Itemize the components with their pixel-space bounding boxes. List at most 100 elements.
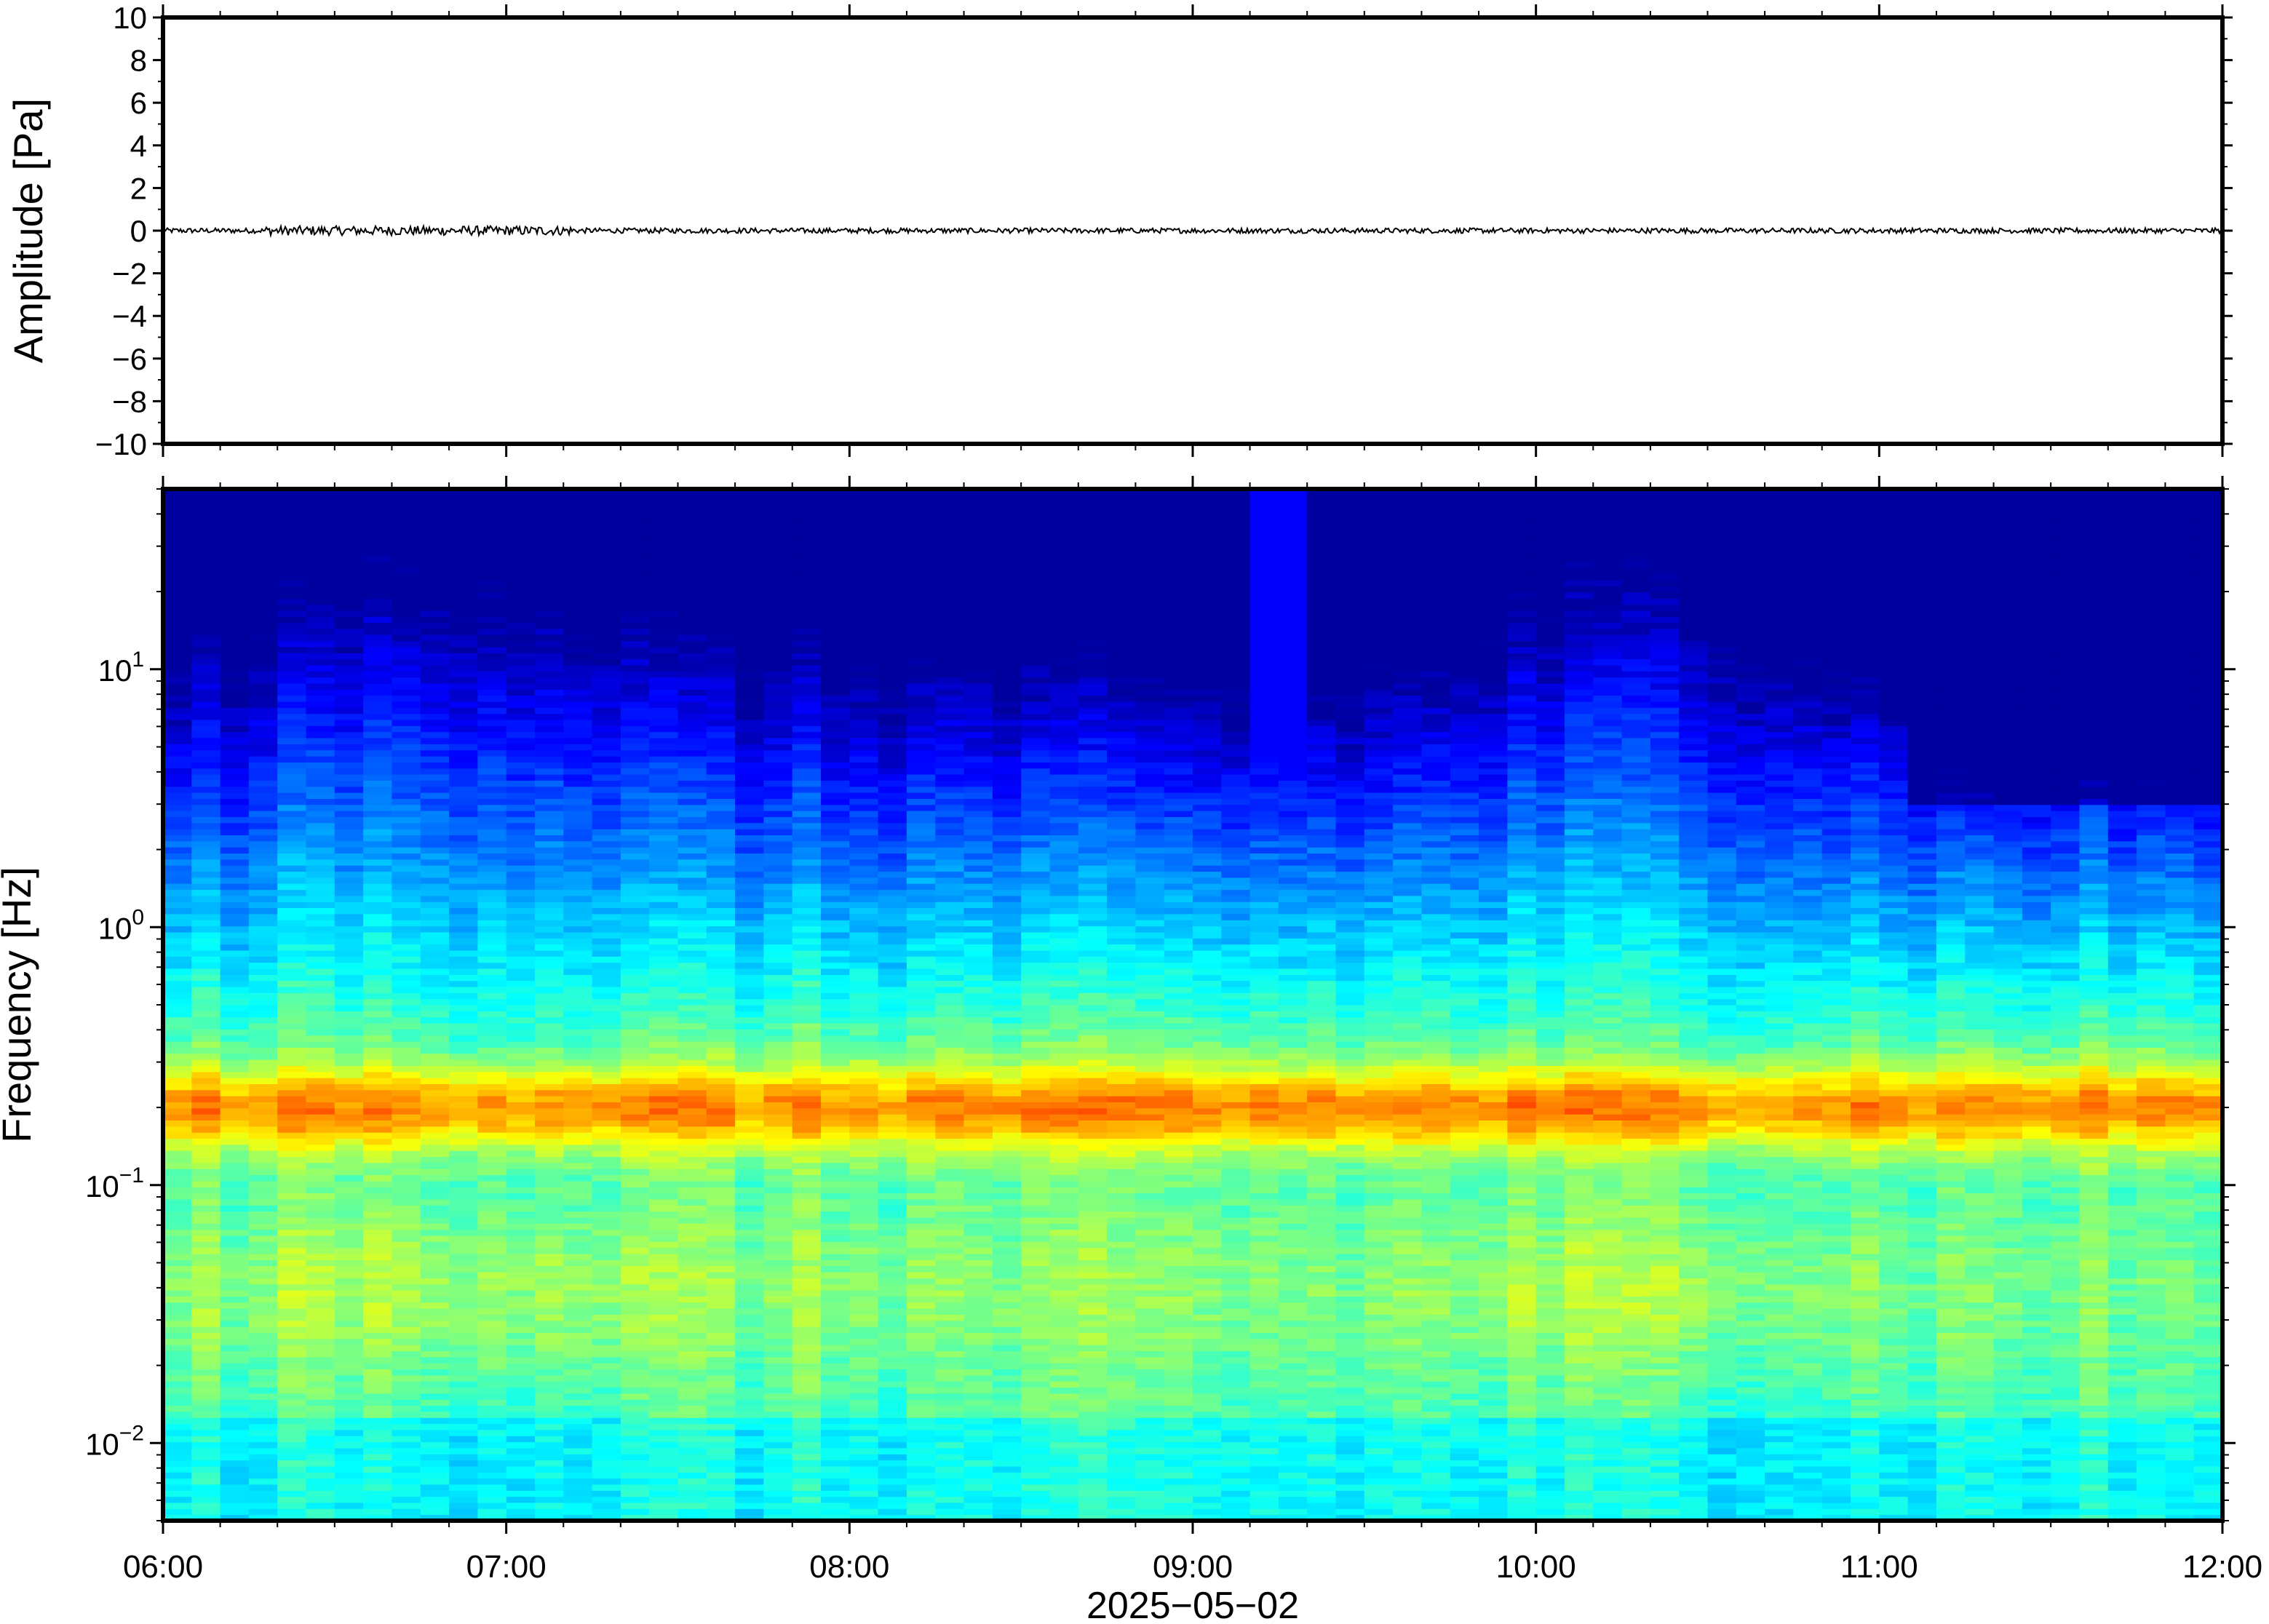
spectrogram-cell <box>649 531 679 538</box>
spectrogram-cell <box>392 671 421 678</box>
spectrogram-cell <box>248 865 278 872</box>
spectrogram-cell <box>420 1053 450 1060</box>
spectrogram-cell <box>163 555 192 562</box>
spectrogram-cell <box>763 592 793 599</box>
spectrogram-cell <box>849 489 879 495</box>
spectrogram-cell <box>763 1102 793 1109</box>
spectrogram-cell <box>763 907 793 915</box>
spectrogram-cell <box>935 682 965 690</box>
spectrogram-cell <box>163 1283 192 1291</box>
spectrogram-cell <box>878 1229 907 1236</box>
spectrogram-cell <box>792 1169 822 1176</box>
spectrogram-cell <box>677 840 707 848</box>
spectrogram-cell <box>220 889 250 896</box>
spectrogram-cell <box>735 804 764 811</box>
spectrogram-cell <box>449 713 478 720</box>
spectrogram-cell <box>620 992 650 1000</box>
spectrogram-cell <box>306 1423 335 1430</box>
spectrogram-cell <box>592 968 621 975</box>
spectrogram-cell <box>706 835 736 842</box>
spectrogram-cell <box>563 1144 593 1151</box>
spectrogram-cell <box>821 768 850 775</box>
spectrogram-cell <box>191 1447 221 1454</box>
spectrogram-cell <box>334 871 364 878</box>
spectrogram-cell <box>592 811 621 817</box>
spectrogram-cell <box>363 1254 392 1260</box>
spectrogram-cell <box>277 853 307 860</box>
spectrogram-cell <box>906 798 936 805</box>
spectrogram-cell <box>163 1369 192 1376</box>
spectrogram-cell <box>706 725 736 733</box>
spectrogram-cell <box>677 1078 707 1084</box>
spectrogram-cell <box>792 1132 822 1139</box>
spectrogram-cell <box>306 616 335 624</box>
spectrogram-cell <box>821 1114 850 1121</box>
spectrogram-cell <box>163 658 192 666</box>
spectrogram-cell <box>535 1174 564 1182</box>
spectrogram-cell <box>792 835 822 842</box>
spectrogram-cell <box>248 1187 278 1194</box>
spectrogram-cell <box>849 1078 879 1084</box>
spectrogram-cell <box>477 749 507 757</box>
spectrogram-cell <box>963 1308 993 1315</box>
spectrogram-cell <box>763 865 793 872</box>
spectrogram-cell <box>649 926 679 933</box>
spectrogram-cell <box>506 1235 536 1242</box>
spectrogram-cell <box>735 1114 764 1121</box>
spectrogram-cell <box>248 1429 278 1436</box>
spectrogram-cell <box>878 646 907 653</box>
spectrogram-cell <box>420 1041 450 1048</box>
waveform-y-tick-label: 0 <box>130 214 147 248</box>
spectrogram-cell <box>963 1114 993 1121</box>
spectrogram-cell <box>563 756 593 763</box>
spectrogram-cell <box>677 495 707 502</box>
spectrogram-cell <box>592 1387 621 1394</box>
spectrogram-cell <box>449 1047 478 1054</box>
spectrogram-cell <box>677 956 707 963</box>
spectrogram-cell <box>163 1374 192 1382</box>
spectrogram-cell <box>191 1278 221 1285</box>
spectrogram-cell <box>849 695 879 702</box>
spectrogram-cell <box>506 1302 536 1309</box>
spectrogram-cell <box>277 1162 307 1169</box>
spectrogram-cell <box>220 1381 250 1388</box>
spectrogram-cell <box>592 1326 621 1333</box>
spectrogram-cell <box>706 1071 736 1078</box>
spectrogram-cell <box>363 725 392 733</box>
spectrogram-cell <box>963 992 993 1000</box>
spectrogram-cell <box>392 720 421 726</box>
spectrogram-cell <box>277 1211 307 1218</box>
spectrogram-cell <box>506 1259 536 1267</box>
spectrogram-cell <box>163 646 192 653</box>
spectrogram-cell <box>592 798 621 805</box>
spectrogram-cell <box>306 980 335 987</box>
spectrogram-cell <box>706 956 736 963</box>
spectrogram-cell <box>248 804 278 811</box>
spectrogram-cell <box>392 816 421 824</box>
spectrogram-cell <box>763 1283 793 1291</box>
spectrogram-cell <box>935 1114 965 1121</box>
spectrogram-cell <box>392 707 421 715</box>
spectrogram-cell <box>706 707 736 715</box>
spectrogram-cell <box>878 756 907 763</box>
spectrogram-cell <box>906 701 936 708</box>
spectrogram-cell <box>649 720 679 726</box>
spectrogram-cell <box>620 980 650 987</box>
spectrogram-cell <box>363 1035 392 1042</box>
spectrogram-cell <box>191 646 221 653</box>
spectrogram-cell <box>220 695 250 702</box>
spectrogram-cell <box>334 1465 364 1473</box>
spectrogram-cell <box>334 549 364 557</box>
spectrogram-cell <box>334 1041 364 1048</box>
spectrogram-cell <box>277 1217 307 1224</box>
spectrogram-cell <box>849 1387 879 1394</box>
spectrogram-cell <box>191 926 221 933</box>
spectrogram-cell <box>392 1126 421 1133</box>
spectrogram-cell <box>248 1016 278 1024</box>
spectrogram-cell <box>649 1350 679 1358</box>
spectrogram-cell <box>449 756 478 763</box>
spectrogram-cell <box>906 1107 936 1115</box>
spectrogram-cell <box>535 1083 564 1091</box>
spectrogram-cell <box>592 1447 621 1454</box>
spectrogram-cell <box>277 987 307 993</box>
